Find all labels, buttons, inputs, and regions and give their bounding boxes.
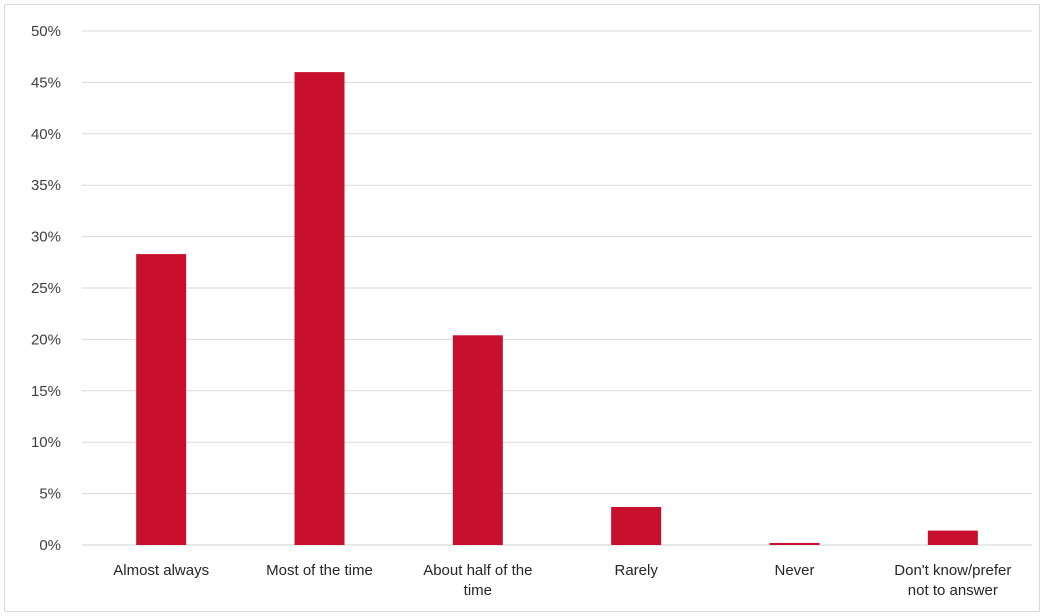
y-tick-label: 30% (31, 229, 61, 246)
x-category-label: Rarely (614, 562, 658, 579)
y-tick-label: 50% (31, 23, 61, 40)
y-tick-label: 5% (39, 486, 61, 503)
bar (452, 335, 503, 545)
y-tick-label: 25% (31, 280, 61, 297)
bars (136, 72, 978, 546)
bar (611, 506, 662, 545)
y-tick-label: 20% (31, 331, 61, 348)
x-category-label: Almost always (113, 562, 209, 579)
x-category-label: Don't know/prefer not to answer (894, 562, 1011, 599)
bar (927, 530, 978, 545)
bar (769, 542, 820, 545)
y-tick-label: 35% (31, 177, 61, 194)
x-axis-category-labels: Almost always Most of the time About half … (113, 562, 1011, 599)
y-tick-label: 10% (31, 434, 61, 451)
x-category-label: About half of the time (423, 562, 532, 599)
x-category-label: Never (774, 562, 814, 579)
y-axis-tick-labels: 0% 5% 10% 15% 20% 25% 30% 35% 40% 45% 50% (31, 23, 61, 554)
gridlines (82, 30, 1032, 546)
y-tick-label: 15% (31, 383, 61, 400)
y-tick-label: 45% (31, 74, 61, 91)
y-tick-label: 0% (39, 537, 61, 554)
bar (136, 254, 187, 546)
y-tick-label: 40% (31, 126, 61, 143)
bar (294, 72, 345, 546)
x-category-label: Most of the time (266, 562, 373, 579)
